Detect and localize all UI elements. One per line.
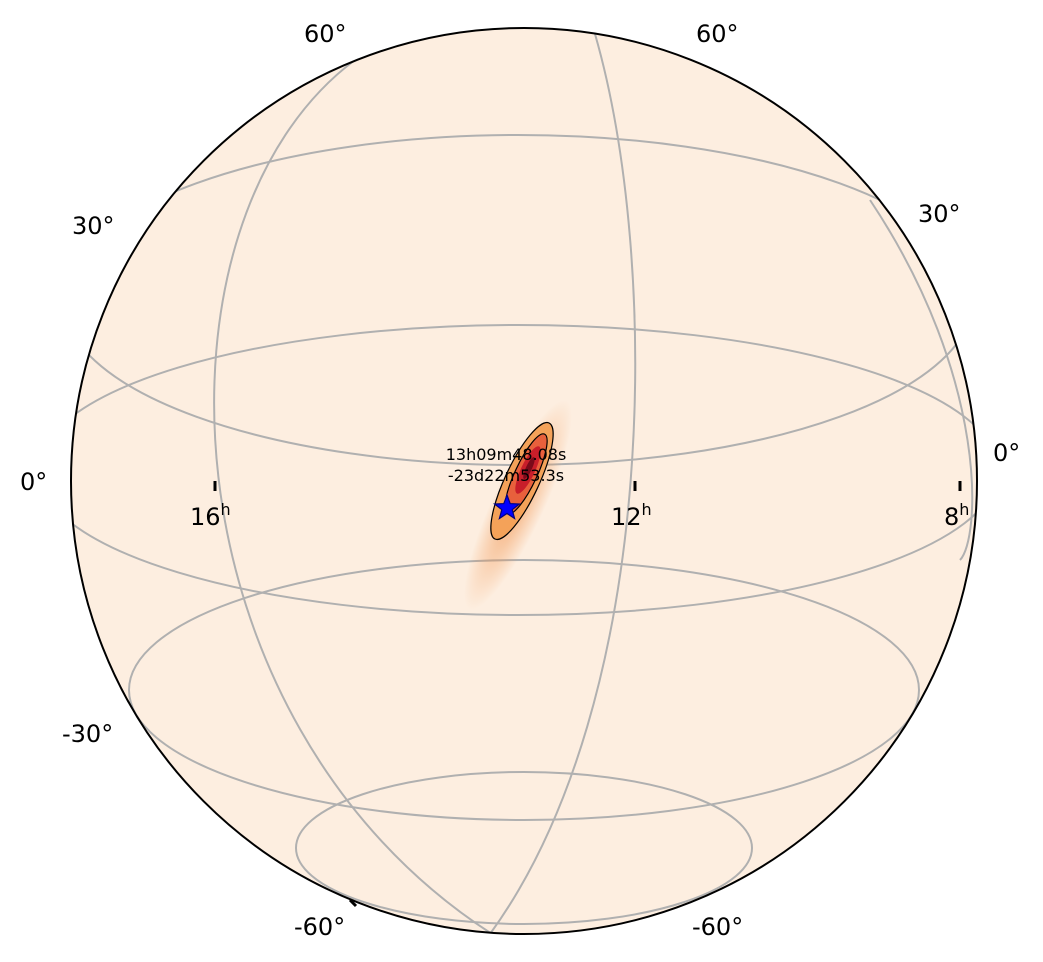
dec-line-0: [128, 559, 920, 821]
ra-line-12h: [489, 33, 637, 934]
annotation-ra: 13h09m48.08s: [446, 445, 567, 464]
dec-line-minus30: [295, 771, 753, 925]
star-marker-icon: [492, 493, 522, 520]
dec-label-upper-right: 30°: [918, 200, 961, 228]
dec-label-mid-right: 0°: [993, 439, 1020, 467]
dec-label-mid-left: 0°: [20, 468, 47, 496]
dec-label-upper-left: 30°: [72, 212, 115, 240]
ra-line-8h: [869, 199, 974, 561]
ra-label-12h: 12h: [611, 500, 652, 531]
ra-line-16h: [213, 59, 493, 934]
dec-label-bottom-left: -60°: [294, 913, 345, 941]
dec-label-top-right: 60°: [696, 20, 739, 48]
dec-label-lower-left: -30°: [62, 720, 113, 748]
annotation-dec: -23d22m53.3s: [448, 466, 564, 485]
edge-tick: [348, 898, 358, 908]
dec-label-top-left: 60°: [304, 20, 347, 48]
globe-border: [70, 27, 978, 935]
dec-label-bottom-right: -60°: [692, 913, 743, 941]
ra-label-8h: 8h: [944, 500, 969, 531]
ra-label-16h: 16h: [190, 500, 231, 531]
contour-peak: [523, 457, 535, 479]
dec-line-30: [71, 324, 977, 616]
